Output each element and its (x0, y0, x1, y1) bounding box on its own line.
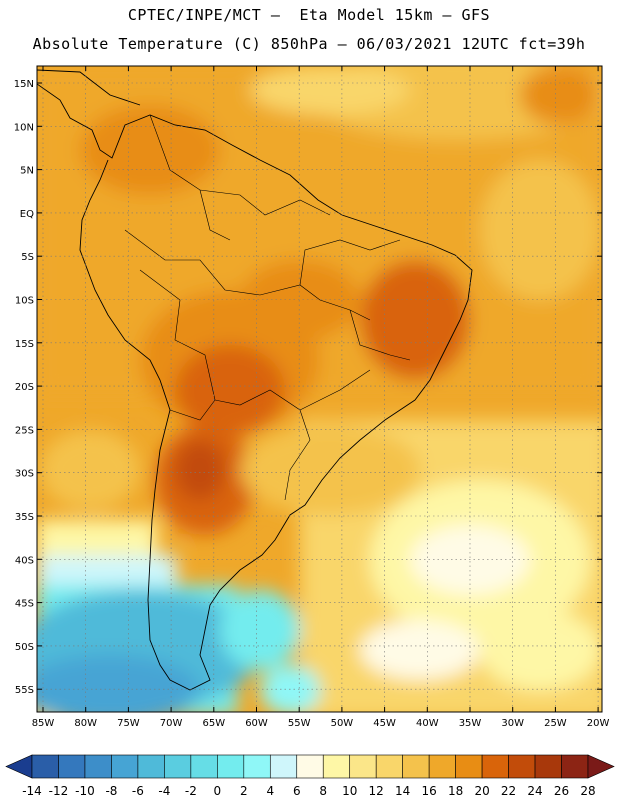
colorbar-swatch (190, 754, 218, 779)
lat-tick-label: 10S (15, 296, 34, 307)
colorbar-swatch (137, 754, 165, 779)
colorbar-swatch (375, 754, 403, 779)
lat-tick-label: 5N (20, 166, 34, 177)
colorbar-swatch (534, 754, 562, 779)
colorbar-label: -14 (22, 784, 42, 798)
lon-tick-label: 30W (501, 718, 524, 729)
lon-tick-label: 45W (373, 718, 396, 729)
colorbar-swatch (31, 754, 59, 779)
colorbar-label: 12 (369, 784, 384, 798)
map-title-line-2: Absolute Temperature (C) 850hPa – 06/03/… (32, 35, 586, 53)
coastlines (37, 69, 473, 691)
lon-tick-label: 35W (459, 718, 482, 729)
colorbar-label: 22 (501, 784, 516, 798)
colorbar-label: 18 (448, 784, 463, 798)
colorbar-label: 2 (240, 784, 248, 798)
lon-tick-label: 25W (544, 718, 567, 729)
colorbar-label: 16 (422, 784, 437, 798)
colorbar-label: 20 (474, 784, 489, 798)
colorbar-label: -12 (49, 784, 69, 798)
colorbar-label: 14 (395, 784, 410, 798)
lat-tick-label: 35S (15, 512, 34, 523)
colorbar-label: 4 (266, 784, 274, 798)
colorbar-label: -2 (185, 784, 197, 798)
lon-tick-label: 80W (74, 718, 97, 729)
colorbar-swatch (111, 754, 139, 779)
colorbar-label: 6 (293, 784, 301, 798)
colorbar-swatch (508, 754, 536, 779)
colorbar-swatch (58, 754, 86, 779)
colorbar-label: 24 (527, 784, 542, 798)
colorbar-swatch (243, 754, 271, 779)
lat-tick-label: 30S (15, 469, 34, 480)
lat-tick-label: 20S (15, 382, 34, 393)
colorbar-swatch (296, 754, 324, 779)
lat-tick-label: 55S (15, 685, 34, 696)
colorbar-label: 10 (342, 784, 357, 798)
lat-tick-label: 15N (14, 79, 34, 90)
colorbar-swatch (322, 754, 351, 779)
lon-tick-label: 70W (160, 718, 183, 729)
colorbar-swatch (269, 754, 298, 779)
temperature-field (37, 66, 602, 712)
lon-tick-label: 85W (32, 718, 55, 729)
lon-tick-label: 20W (587, 718, 610, 729)
colorbar-label: 26 (554, 784, 569, 798)
colorbar-swatch (481, 754, 509, 779)
latitude-labels: 15N 10N 5N EQ 5S 10S 15S 20S 25S 30S 35S 40S 45S 50S 5… (14, 79, 34, 696)
colorbar-swatch (455, 754, 483, 779)
colorbar-swatch (84, 754, 112, 779)
colorbar-label: -6 (132, 784, 144, 798)
lat-tick-label: 15S (15, 339, 34, 350)
colorbar-swatch (402, 754, 430, 779)
lon-tick-label: 75W (117, 718, 140, 729)
colorbar: -14 -12 -10 -8 -6 -4 -2 0 2 4 6 8 10 12 14 16 18 20 22 24 26… (5, 754, 615, 798)
lon-tick-label: 55W (288, 718, 311, 729)
graticule (37, 66, 602, 712)
colorbar-label: 0 (214, 784, 222, 798)
lat-tick-label: EQ (20, 209, 34, 220)
colorbar-label: -8 (105, 784, 117, 798)
colorbar-swatch (561, 754, 589, 779)
lon-tick-label: 60W (245, 718, 268, 729)
lat-tick-label: 45S (15, 599, 34, 610)
lon-tick-label: 50W (331, 718, 354, 729)
colorbar-label: 28 (580, 784, 595, 798)
colorbar-swatch (217, 754, 245, 779)
lat-tick-label: 5S (21, 252, 34, 263)
colorbar-label: 8 (319, 784, 327, 798)
colorbar-arrow-low (5, 754, 33, 779)
colorbar-arrow-high (587, 754, 615, 779)
longitude-labels: 85W 80W 75W 70W 65W 60W 55W 50W 45W 40W 35W 30W 25W 2… (32, 718, 610, 729)
lon-tick-label: 65W (202, 718, 225, 729)
lon-tick-label: 40W (416, 718, 439, 729)
colorbar-swatch (164, 754, 192, 779)
country-borders (124, 114, 411, 501)
map-title-line-1: CPTEC/INPE/MCT – Eta Model 15km – GFS (127, 6, 491, 24)
lat-tick-label: 25S (15, 425, 34, 436)
lat-tick-label: 10N (14, 122, 34, 133)
plot-frame (36, 65, 603, 713)
colorbar-swatch (428, 754, 456, 779)
colorbar-label: -10 (75, 784, 95, 798)
colorbar-swatch (349, 754, 377, 779)
lat-tick-label: 50S (15, 642, 34, 653)
colorbar-label: -4 (158, 784, 170, 798)
lat-tick-label: 40S (15, 555, 34, 566)
